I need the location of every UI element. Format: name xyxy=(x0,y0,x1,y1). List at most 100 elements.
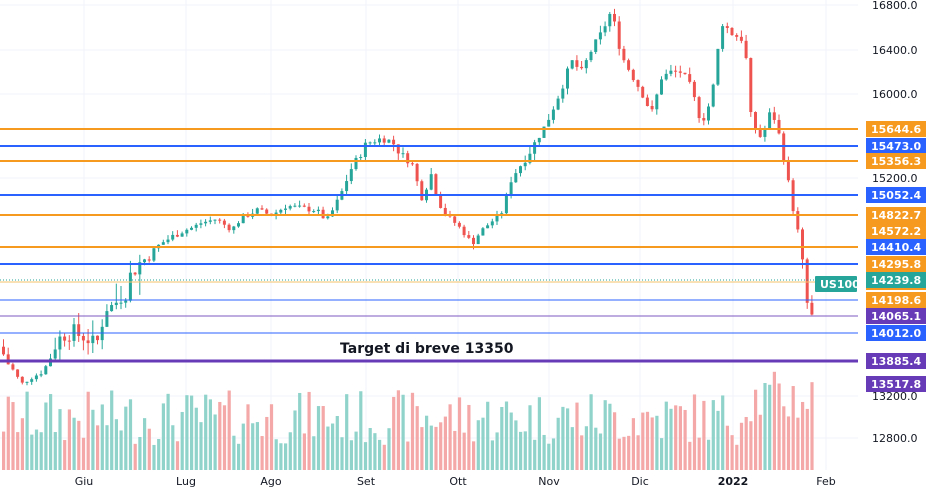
volume-bar-147 xyxy=(692,394,697,470)
volume-bars xyxy=(2,371,814,470)
candle-body-113 xyxy=(533,142,537,154)
candle-body-16 xyxy=(77,324,81,336)
volume-bar-43 xyxy=(204,394,208,470)
volume-bar-46 xyxy=(218,401,222,470)
candle-body-135 xyxy=(636,80,640,87)
candle-body-0 xyxy=(2,346,5,355)
candle-body-17 xyxy=(81,335,85,341)
candle-body-109 xyxy=(514,173,518,183)
time-tick-8: Feb xyxy=(816,475,835,488)
candle-body-134 xyxy=(631,69,635,81)
volume-bar-22 xyxy=(105,425,109,470)
candle-body-92 xyxy=(434,174,438,194)
candle-body-87 xyxy=(410,163,414,165)
candle-body-18 xyxy=(86,340,90,344)
volume-bar-83 xyxy=(392,396,396,470)
volume-bar-64 xyxy=(302,433,306,470)
level-value-3: 15052.4 xyxy=(871,189,921,202)
candle-body-8 xyxy=(39,374,43,376)
volume-bar-93 xyxy=(439,422,443,470)
volume-bar-99 xyxy=(467,404,471,470)
volume-bar-2 xyxy=(11,402,15,470)
candle-body-4 xyxy=(20,376,24,383)
volume-bar-114 xyxy=(537,397,541,470)
volume-bar-81 xyxy=(382,444,386,470)
candle-body-96 xyxy=(453,216,457,223)
volume-bar-121 xyxy=(570,427,574,470)
candle-body-36 xyxy=(171,234,175,240)
symbol-label: US100 xyxy=(820,278,860,291)
candle-body-139 xyxy=(655,94,659,110)
candle-body-42 xyxy=(199,223,203,225)
volume-bar-74 xyxy=(349,440,353,470)
candle-body-141 xyxy=(664,73,668,80)
candle-body-154 xyxy=(725,26,729,28)
volume-bar-18 xyxy=(86,391,90,470)
candle-body-144 xyxy=(678,71,682,73)
candle-body-137 xyxy=(645,97,649,106)
candle-body-38 xyxy=(180,233,184,237)
volume-bar-168 xyxy=(791,386,795,470)
volume-bar-12 xyxy=(58,409,62,470)
volume-bar-30 xyxy=(143,418,147,470)
volume-bar-77 xyxy=(363,442,368,470)
price-tick-2: 16000.0 xyxy=(872,88,918,101)
candle-body-60 xyxy=(284,208,287,210)
volume-bar-116 xyxy=(547,443,551,470)
volume-bar-71 xyxy=(335,416,339,470)
target-annotation: Target di breve 13350 xyxy=(340,341,514,357)
volume-bar-113 xyxy=(533,439,537,470)
level-value-12: 13885.4 xyxy=(871,355,921,368)
level-value-2: 15356.3 xyxy=(871,155,921,168)
volume-bar-148 xyxy=(697,437,701,470)
candle-body-22 xyxy=(105,311,109,327)
candle-body-108 xyxy=(509,182,513,196)
volume-bar-51 xyxy=(241,423,245,470)
candle-body-105 xyxy=(495,215,499,222)
volume-bar-97 xyxy=(457,397,462,470)
volume-bar-118 xyxy=(556,417,560,470)
volume-bar-105 xyxy=(495,432,499,470)
volume-bar-159 xyxy=(749,421,753,470)
candle-body-148 xyxy=(697,97,701,119)
level-value-4: 14822.7 xyxy=(871,209,921,222)
volume-bar-138 xyxy=(650,417,654,470)
candle-body-128 xyxy=(603,26,607,33)
price-axis: 16800.0 16400.0 16000.0 15200.0 13200.0 12800… xyxy=(872,0,918,445)
candle-body-46 xyxy=(218,219,222,221)
volume-bar-38 xyxy=(180,411,184,470)
candle-body-142 xyxy=(669,70,673,74)
candle-body-111 xyxy=(523,162,527,167)
candle-body-120 xyxy=(566,68,569,89)
volume-bar-137 xyxy=(645,411,650,470)
candle-body-89 xyxy=(420,181,424,201)
candle-body-127 xyxy=(598,32,602,40)
volume-bar-72 xyxy=(340,437,344,470)
candle-body-84 xyxy=(396,144,400,154)
candle-body-116 xyxy=(547,119,551,127)
price-tick-0: 16800.0 xyxy=(872,0,918,12)
candle-body-130 xyxy=(613,13,616,22)
volume-bar-115 xyxy=(542,434,546,470)
price-tick-1: 16400.0 xyxy=(872,44,918,57)
volume-bar-135 xyxy=(636,435,640,470)
candle-body-69 xyxy=(326,216,330,219)
last-price-tag xyxy=(866,272,926,288)
candle-body-66 xyxy=(312,211,316,213)
candle-body-91 xyxy=(429,174,433,190)
volume-bar-166 xyxy=(782,406,786,470)
candle-body-110 xyxy=(519,166,522,174)
volume-bar-128 xyxy=(603,400,607,470)
candle-body-63 xyxy=(298,205,302,207)
price-candles xyxy=(2,8,814,386)
volume-bar-162 xyxy=(763,383,767,470)
time-tick-0: Giu xyxy=(75,475,94,488)
volume-bar-79 xyxy=(373,433,377,470)
candle-body-161 xyxy=(758,130,762,137)
candle-body-32 xyxy=(152,248,156,261)
volume-bar-156 xyxy=(735,444,739,470)
volume-bar-86 xyxy=(406,441,410,470)
volume-bar-0 xyxy=(2,431,6,470)
candle-body-163 xyxy=(768,112,772,129)
volume-bar-111 xyxy=(523,431,527,470)
